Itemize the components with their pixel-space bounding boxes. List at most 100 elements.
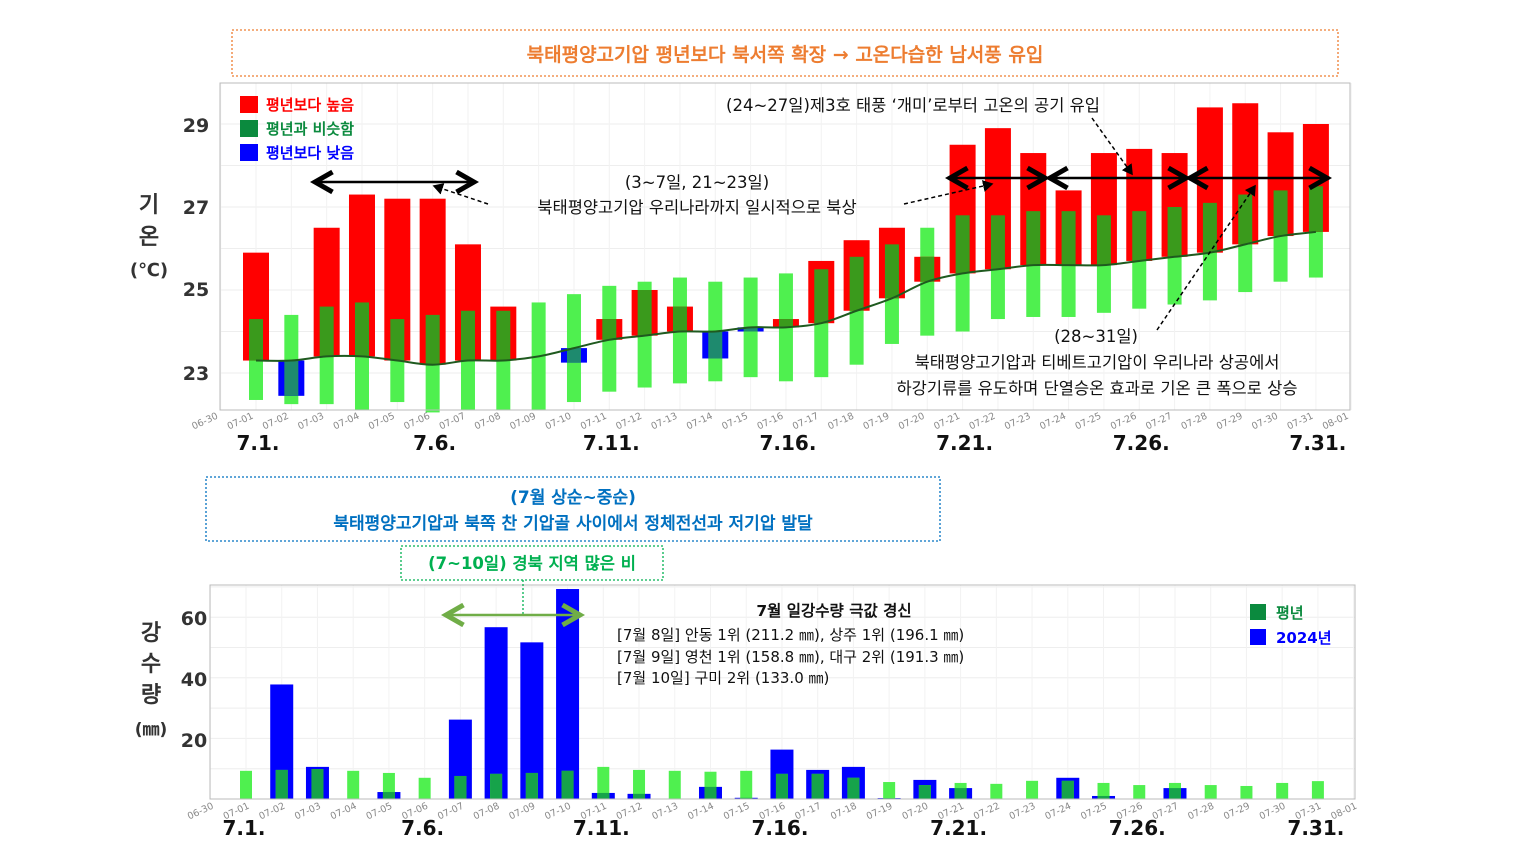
x-tick-label: 07-25: [1074, 411, 1104, 433]
rain-normal-bar: [347, 770, 360, 799]
x-tick-label: 07-11: [579, 411, 609, 433]
normal-range-overlap: [955, 215, 970, 274]
x-tick-label: 07-09: [508, 411, 538, 433]
pointer-line: [1156, 184, 1256, 331]
rain-ytick: 60: [181, 608, 207, 630]
synoptic-note-box: [205, 476, 941, 542]
record-line: [7월 9일] 영천 1위 (158.8 ㎜), 대구 2위 (191.3 ㎜): [617, 648, 964, 666]
x-tick-label: 07-29: [1222, 801, 1252, 823]
x-tick-label: 07-04: [329, 801, 359, 823]
x-tick-label: 07-24: [1038, 411, 1068, 433]
x-tick-label: 07-14: [685, 411, 715, 433]
major-date-label: 7.21.: [936, 431, 993, 455]
temp-plot-frame: [219, 82, 1351, 411]
normal-range-overlap: [354, 302, 369, 357]
x-tick-label: 07-01: [226, 411, 256, 433]
major-date-label: 7.31.: [1289, 431, 1346, 455]
normal-range-overlap: [1308, 186, 1323, 232]
rain-normal-bar: [597, 766, 610, 799]
rain-normal-bar: [668, 770, 681, 799]
temp-ytick: 29: [183, 115, 209, 137]
pointer-line: [432, 183, 489, 205]
rain-normal-overlap: [1097, 795, 1110, 799]
record-line: [7월 10일] 구미 2위 (133.0 ㎜): [617, 669, 829, 687]
x-tick-label: 07-18: [829, 801, 859, 823]
major-date-label: 7.21.: [930, 816, 987, 840]
rain-ylabel: 수: [141, 652, 161, 677]
local-rain-note: (7~10일) 경북 지역 많은 비: [428, 554, 636, 573]
normal-range-overlap: [390, 319, 405, 361]
legend-swatch-2024: [1250, 629, 1266, 645]
rain-bars: [240, 589, 1324, 799]
x-tick-label: 07-17: [791, 411, 821, 433]
pointer-line: [1091, 117, 1133, 176]
normal-range-overlap: [1061, 211, 1076, 266]
rain-normal-bar: [1276, 782, 1289, 799]
normal-range-overlap: [672, 306, 687, 332]
x-tick-label: 07-09: [507, 801, 537, 823]
record-title: 7월 일강수량 극값 경신: [756, 601, 911, 620]
x-tick-label: 07-08: [473, 411, 503, 433]
rain-normal-bar: [633, 769, 646, 799]
legend-label-below: 평년보다 낮음: [266, 144, 354, 162]
rain-normal-overlap: [740, 797, 753, 799]
x-tick-label: 07-25: [1079, 801, 1109, 823]
rain-normal-overlap: [704, 786, 717, 799]
rain-normal-bar: [740, 770, 753, 799]
x-tick-label: 07-24: [1043, 801, 1073, 823]
temp-ytick: 23: [183, 363, 209, 385]
normal-range-overlap: [814, 269, 829, 324]
rain-normal-overlap: [311, 769, 324, 799]
normal-range-overlap: [602, 319, 617, 340]
x-tick-label: 07-03: [296, 411, 326, 433]
rain-normal-bar: [1240, 785, 1253, 799]
normal-range-overlap: [1096, 215, 1111, 266]
rain-ytick: 20: [181, 730, 207, 752]
temp-ytick: 27: [183, 197, 209, 219]
rain-normal-bar: [1133, 785, 1146, 799]
late-line2-annotation: 하강기류를 유도하며 단열승온 효과로 기온 큰 폭으로 상승: [896, 379, 1297, 398]
major-date-label: 7.16.: [759, 431, 816, 455]
normal-range-overlap: [249, 319, 263, 361]
x-tick-label: 07-29: [1215, 411, 1245, 433]
x-tick-label: 07-14: [686, 801, 716, 823]
legend-label-normal: 평년과 비슷함: [266, 120, 354, 138]
late-period-annotation: (28~31일): [1054, 327, 1138, 346]
x-tick-label: 07-18: [826, 411, 856, 433]
rain-normal-bar: [240, 770, 252, 799]
record-line: [7월 8일] 안동 1위 (211.2 ㎜), 상주 1위 (196.1 ㎜): [617, 626, 964, 644]
x-tick-label: 07-30: [1250, 411, 1280, 433]
normal-range-overlap: [284, 360, 299, 396]
normal-range-overlap: [496, 310, 511, 361]
temp-legend: 평년보다 높음 평년과 비슷함 평년보다 낮음: [240, 96, 354, 162]
rain-plot-frame: [209, 584, 1356, 800]
major-date-label: 7.1.: [236, 431, 279, 455]
rain-ylabel: 량: [141, 683, 161, 708]
expand-text-annotation: 북태평양고기압 우리나라까지 일시적으로 북상: [537, 198, 856, 217]
rain-normal-overlap: [275, 769, 288, 799]
x-tick-label: 07-22: [968, 411, 998, 433]
x-tick-label: 07-31: [1285, 411, 1315, 433]
x-tick-label: 06-30: [190, 411, 220, 433]
rain-normal-overlap: [954, 788, 967, 799]
major-date-label: 7.31.: [1287, 816, 1344, 840]
x-tick-label: 07-20: [900, 801, 930, 823]
rain-2024-bar: [556, 589, 580, 799]
x-tick-label: 07-05: [365, 801, 395, 823]
legend-swatch-normal: [1250, 604, 1266, 620]
rain-ylabel: 강: [141, 621, 161, 646]
temp-ylabel: (℃): [130, 260, 168, 281]
rain-normal-overlap: [633, 793, 646, 799]
normal-range-overlap: [566, 348, 581, 363]
x-tick-label: 07-28: [1186, 801, 1216, 823]
normal-range-overlap: [460, 310, 475, 361]
rain-normal-bar: [1204, 785, 1217, 799]
x-tick-label: 07-19: [865, 801, 895, 823]
legend-swatch-below: [240, 144, 258, 161]
rain-normal-bar: [1097, 782, 1110, 799]
x-tick-label: 07-21: [932, 411, 962, 433]
rain-normal-overlap: [775, 773, 788, 799]
x-tick-label: 07-30: [1258, 801, 1288, 823]
normal-range-overlap: [849, 256, 864, 311]
page-title: 북태평양고기압 평년보다 북서쪽 확장 → 고온다습한 남서풍 유입: [527, 43, 1044, 66]
